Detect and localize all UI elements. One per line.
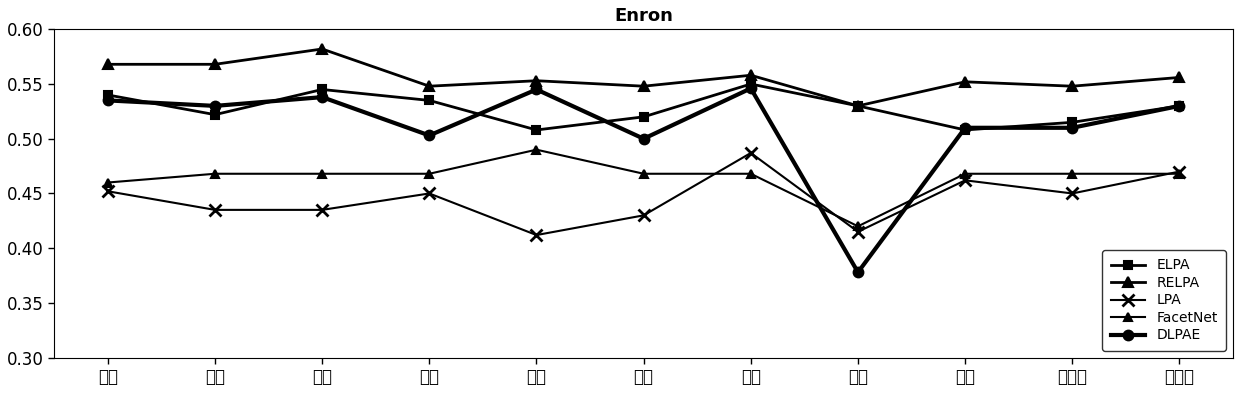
ELPA	[207, 112, 222, 117]
DLPAE	[207, 103, 222, 108]
Line: LPA: LPA	[102, 147, 1185, 241]
LPA	[100, 189, 115, 194]
LPA	[207, 208, 222, 212]
RELPA	[636, 84, 651, 88]
ELPA	[743, 82, 758, 86]
ELPA	[529, 128, 544, 132]
ELPA	[1065, 120, 1080, 125]
DLPAE	[100, 98, 115, 103]
RELPA	[529, 78, 544, 83]
DLPAE	[529, 87, 544, 92]
RELPA	[851, 103, 866, 108]
FacetNet	[100, 180, 115, 185]
RELPA	[743, 73, 758, 77]
FacetNet	[422, 171, 436, 176]
FacetNet	[851, 224, 866, 229]
Legend: ELPA, RELPA, LPA, FacetNet, DLPAE: ELPA, RELPA, LPA, FacetNet, DLPAE	[1102, 250, 1226, 351]
FacetNet	[207, 171, 222, 176]
Title: Enron: Enron	[614, 7, 673, 25]
LPA	[957, 178, 972, 183]
FacetNet	[1172, 171, 1187, 176]
ELPA	[957, 128, 972, 132]
Line: DLPAE: DLPAE	[103, 84, 1184, 277]
Line: ELPA: ELPA	[104, 80, 1184, 134]
FacetNet	[1065, 171, 1080, 176]
LPA	[1172, 169, 1187, 174]
FacetNet	[315, 171, 330, 176]
ELPA	[315, 87, 330, 92]
RELPA	[207, 62, 222, 67]
LPA	[636, 213, 651, 218]
Line: FacetNet: FacetNet	[104, 145, 1184, 230]
FacetNet	[743, 171, 758, 176]
FacetNet	[529, 147, 544, 152]
FacetNet	[636, 171, 651, 176]
ELPA	[422, 98, 436, 103]
RELPA	[315, 47, 330, 51]
LPA	[743, 151, 758, 155]
FacetNet	[957, 171, 972, 176]
LPA	[315, 208, 330, 212]
ELPA	[1172, 103, 1187, 108]
DLPAE	[636, 136, 651, 141]
DLPAE	[315, 95, 330, 99]
DLPAE	[422, 133, 436, 138]
ELPA	[851, 103, 866, 108]
DLPAE	[851, 270, 866, 275]
RELPA	[1065, 84, 1080, 88]
DLPAE	[743, 86, 758, 91]
RELPA	[422, 84, 436, 88]
LPA	[1065, 191, 1080, 196]
LPA	[422, 191, 436, 196]
DLPAE	[1065, 125, 1080, 130]
Line: RELPA: RELPA	[103, 44, 1184, 111]
LPA	[851, 230, 866, 234]
DLPAE	[1172, 103, 1187, 108]
LPA	[529, 233, 544, 237]
ELPA	[636, 114, 651, 119]
RELPA	[1172, 75, 1187, 80]
ELPA	[100, 93, 115, 97]
DLPAE	[957, 125, 972, 130]
RELPA	[957, 79, 972, 84]
RELPA	[100, 62, 115, 67]
